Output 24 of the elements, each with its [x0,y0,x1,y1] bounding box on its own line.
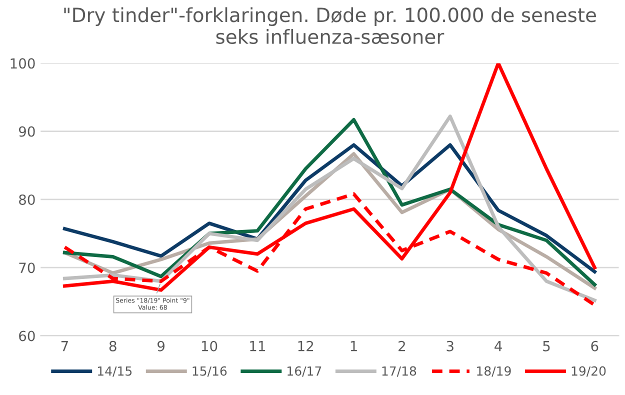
x-tick-label: 2 [398,340,405,352]
legend-label: 17/18 [382,366,416,377]
x-tick-label: 9 [158,340,165,352]
x-tick-label: 5 [543,341,550,352]
y-tick-label: 80 [19,194,35,205]
legend-label: 15/16 [192,366,227,377]
x-tick-label: 1 [350,341,357,352]
x-tick-label: 4 [494,341,502,352]
chart-title: "Dry tinder"-forklaringen. Døde pr. 100.000 de seneste seks influenza-sæsoner [64,7,596,44]
x-tick-label: 8 [109,340,116,352]
y-tick-label: 90 [18,126,35,137]
x-tick-label: 3 [446,340,454,352]
x-tick-label: 12 [298,340,314,352]
legend-label: 19/20 [572,366,606,377]
x-tick-label: 6 [591,340,598,352]
x-tick-label: 7 [61,341,68,352]
x-tick-label: 11 [250,341,265,352]
legend-label: 18/19 [477,366,511,377]
legend-label: 16/17 [288,366,322,377]
x-tick-label: 10 [202,340,218,352]
y-tick-label: 70 [19,262,35,274]
legend-label: 14/15 [98,366,132,377]
y-tick-label: 60 [19,330,35,342]
y-tick-label: 100 [10,58,35,69]
